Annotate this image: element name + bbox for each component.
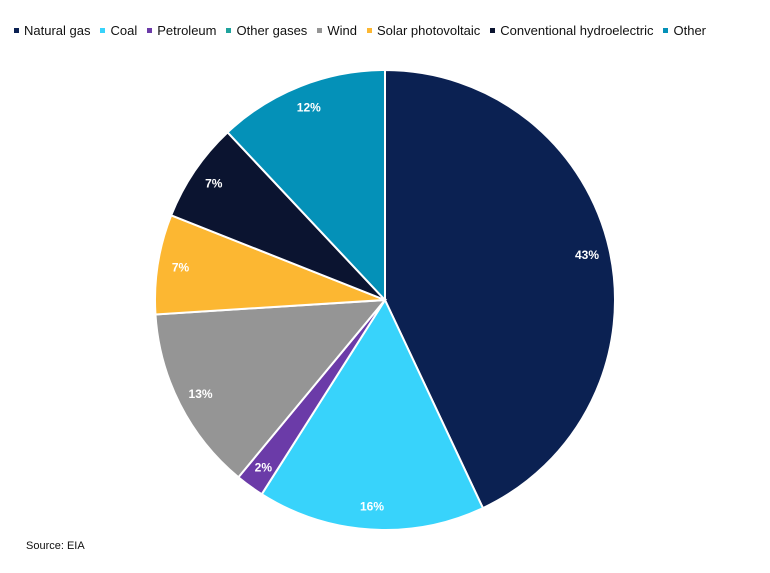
legend-label: Conventional hydroelectric [500, 22, 654, 38]
legend-swatch [490, 27, 496, 33]
legend-swatch [226, 27, 232, 33]
legend-swatch [147, 27, 153, 33]
pie-data-label: 16% [360, 500, 384, 514]
pie-data-label: 7% [172, 261, 190, 275]
pie-data-label: 13% [189, 387, 213, 401]
legend-swatch [366, 27, 372, 33]
legend-item: Other gases [226, 23, 307, 38]
legend-item: Other [663, 23, 706, 38]
legend-label: Natural gas [24, 22, 91, 38]
legend-label: Other [673, 22, 706, 38]
legend-label: Other gases [236, 22, 308, 38]
legend-swatch [663, 27, 669, 33]
pie-slice [384, 68, 616, 510]
chart-legend: Natural gas Coal Petroleum Other gases Wind S… [14, 20, 770, 40]
legend-item: Solar photovoltaic [366, 22, 481, 38]
pie-slice [154, 298, 388, 479]
legend-label: Coal [110, 22, 138, 38]
legend-item: Natural gas [14, 23, 90, 38]
pie-slice [169, 130, 386, 301]
legend-label: Solar photovoltaic [376, 22, 481, 38]
pie-slice [154, 214, 386, 316]
pie-slice [260, 297, 485, 531]
pie-data-label: 12% [297, 101, 321, 115]
pie-data-label: 2% [255, 460, 273, 474]
legend-item: Coal [100, 23, 137, 38]
pie-slice [226, 68, 386, 303]
legend-swatch [317, 27, 323, 33]
legend-label: Petroleum [157, 22, 217, 38]
legend-item: Wind [317, 23, 357, 38]
legend-item: Conventional hydroelectric [490, 23, 653, 38]
legend-label: Wind [327, 22, 357, 38]
legend-item: Petroleum [147, 23, 216, 38]
source-note: Source: EIA [26, 540, 85, 552]
legend-swatch [14, 27, 19, 33]
legend-swatch [100, 27, 106, 33]
pie-data-label: 43% [575, 248, 599, 262]
pie-data-label: 7% [205, 177, 223, 191]
